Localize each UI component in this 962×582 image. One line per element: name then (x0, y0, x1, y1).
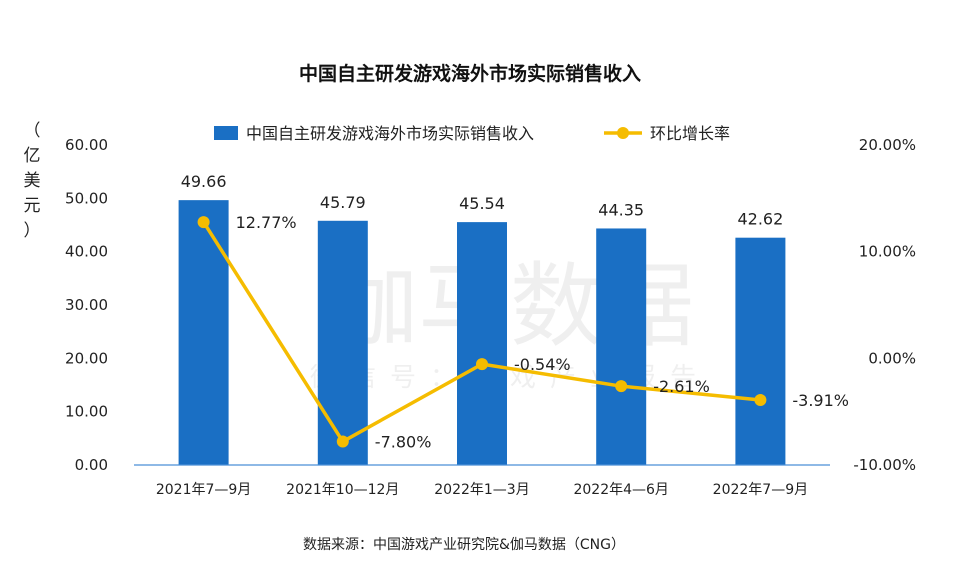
y-axis-label: （亿美元） (24, 121, 41, 241)
growth-value-label: -3.91% (792, 391, 849, 410)
y-tick-label: 20.00 (65, 349, 108, 367)
y2-tick-label: 0.00% (868, 349, 916, 367)
bar (317, 220, 368, 465)
x-tick-label: 2022年4—6月 (573, 482, 668, 498)
legend-bar-swatch (214, 126, 238, 140)
y-tick-label: 60.00 (65, 136, 108, 154)
bar-value-label: 45.79 (320, 193, 366, 212)
growth-value-label: -0.54% (514, 355, 571, 374)
y-axis-label-text: （亿美元） (24, 121, 41, 241)
y2-axis-ticks: -10.00% 0.00% 10.00% 20.00% (853, 136, 916, 474)
chart-title: 中国自主研发游戏海外市场实际销售收入 (299, 62, 641, 85)
watermark: 伽马数据 微信号：游戏产业报告 (310, 253, 696, 393)
growth-point (476, 358, 488, 371)
bar-value-label: 42.62 (737, 210, 783, 229)
y2-tick-label: 20.00% (859, 136, 916, 154)
y-axis-ticks: 0.00 10.00 20.00 30.00 40.00 50.00 60.00 (65, 136, 108, 474)
x-tick-label: 2021年10—12月 (286, 482, 399, 498)
y-tick-label: 0.00 (75, 456, 108, 474)
legend: 中国自主研发游戏海外市场实际销售收入 环比增长率 (214, 124, 730, 143)
x-tick-label: 2022年1—3月 (434, 482, 529, 498)
bar (457, 222, 507, 465)
x-tick-label: 2022年7—9月 (713, 482, 808, 498)
growth-point (197, 216, 210, 229)
y2-tick-label: -10.00% (853, 456, 916, 474)
y-tick-label: 30.00 (65, 296, 108, 314)
x-axis-ticks: 2021年7—9月 2021年10—12月 2022年1—3月 2022年4—6月 20… (156, 482, 808, 498)
growth-value-label: 12.77% (236, 213, 297, 232)
x-tick-label: 2021年7—9月 (156, 482, 251, 498)
legend-line-marker (617, 127, 629, 139)
y2-tick-label: 10.00% (859, 243, 916, 261)
bar (596, 228, 647, 465)
y-tick-label: 40.00 (65, 243, 108, 261)
y-tick-label: 50.00 (65, 189, 108, 207)
y-tick-label: 10.00 (65, 403, 108, 421)
bar-value-label: 44.35 (598, 200, 644, 219)
legend-line-label: 环比增长率 (650, 124, 730, 143)
growth-point (615, 380, 628, 393)
legend-bar-label: 中国自主研发游戏海外市场实际销售收入 (246, 124, 534, 143)
growth-point (754, 394, 767, 407)
bar (735, 237, 786, 465)
bar-value-label: 49.66 (181, 172, 227, 191)
growth-value-label: -7.80% (375, 433, 432, 452)
source-note: 数据来源：中国游戏产业研究院&伽马数据（CNG） (303, 537, 625, 553)
growth-value-label: -2.61% (653, 377, 710, 396)
growth-point (336, 435, 349, 448)
growth-line-series: 12.77% -7.80% -0.54% -2.61% -3.91% (197, 213, 849, 452)
bar-series: 49.66 45.79 45.54 44.35 42.62 (178, 172, 786, 465)
bar (178, 200, 229, 465)
bar-value-label: 45.54 (459, 194, 505, 213)
